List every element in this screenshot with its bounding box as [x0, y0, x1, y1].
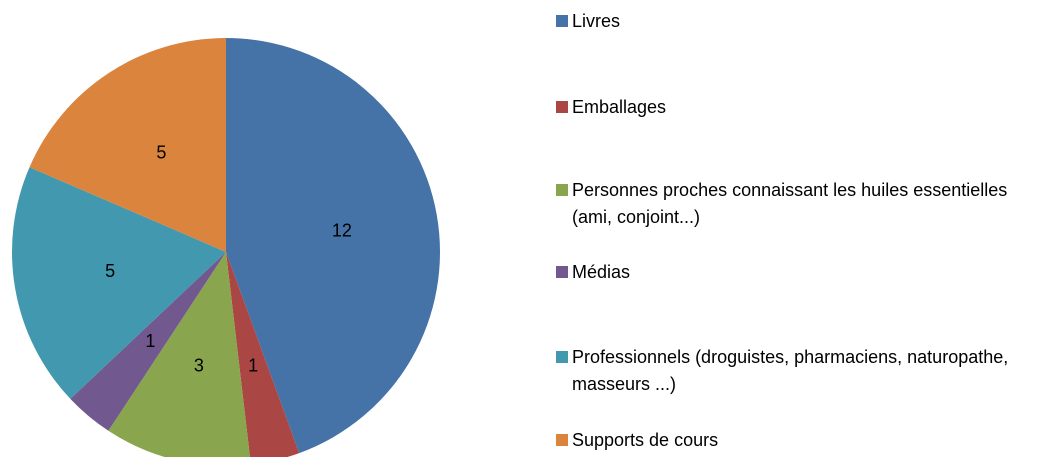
legend-label: Supports de cours — [572, 430, 719, 450]
data-label: 5 — [105, 261, 115, 281]
legend-swatch — [556, 434, 568, 446]
legend-item: Médias — [556, 259, 1036, 286]
legend-item: Emballages — [556, 94, 1036, 121]
legend-swatch — [556, 266, 568, 278]
data-label: 3 — [194, 355, 204, 375]
legend-item: Personnes proches connaissant les huiles… — [556, 177, 1036, 231]
data-label: 12 — [332, 220, 352, 240]
legend-label: Livres — [572, 11, 621, 31]
pie-slice — [226, 252, 300, 457]
legend-label: Emballages — [572, 97, 667, 117]
pie-slice — [226, 38, 440, 454]
data-label: 5 — [156, 142, 166, 162]
legend-swatch — [556, 15, 568, 27]
legend-label: Professionnels (droguistes, pharmaciens,… — [572, 347, 1009, 394]
legend-swatch — [556, 101, 568, 113]
pie-slice — [29, 38, 226, 252]
legend-swatch — [556, 351, 568, 363]
pie-slice — [108, 252, 250, 457]
legend-label: Personnes proches connaissant les huiles… — [572, 180, 1008, 227]
legend-swatch — [556, 184, 568, 196]
data-label: 1 — [145, 331, 155, 351]
legend-item: Livres — [556, 8, 1036, 35]
pie-slice — [70, 252, 226, 431]
legend-item: Supports de cours — [556, 427, 1036, 454]
pie-slice — [12, 167, 227, 399]
legend-item: Professionnels (droguistes, pharmaciens,… — [556, 344, 1036, 398]
legend-label: Médias — [572, 262, 631, 282]
data-label: 1 — [248, 355, 258, 375]
